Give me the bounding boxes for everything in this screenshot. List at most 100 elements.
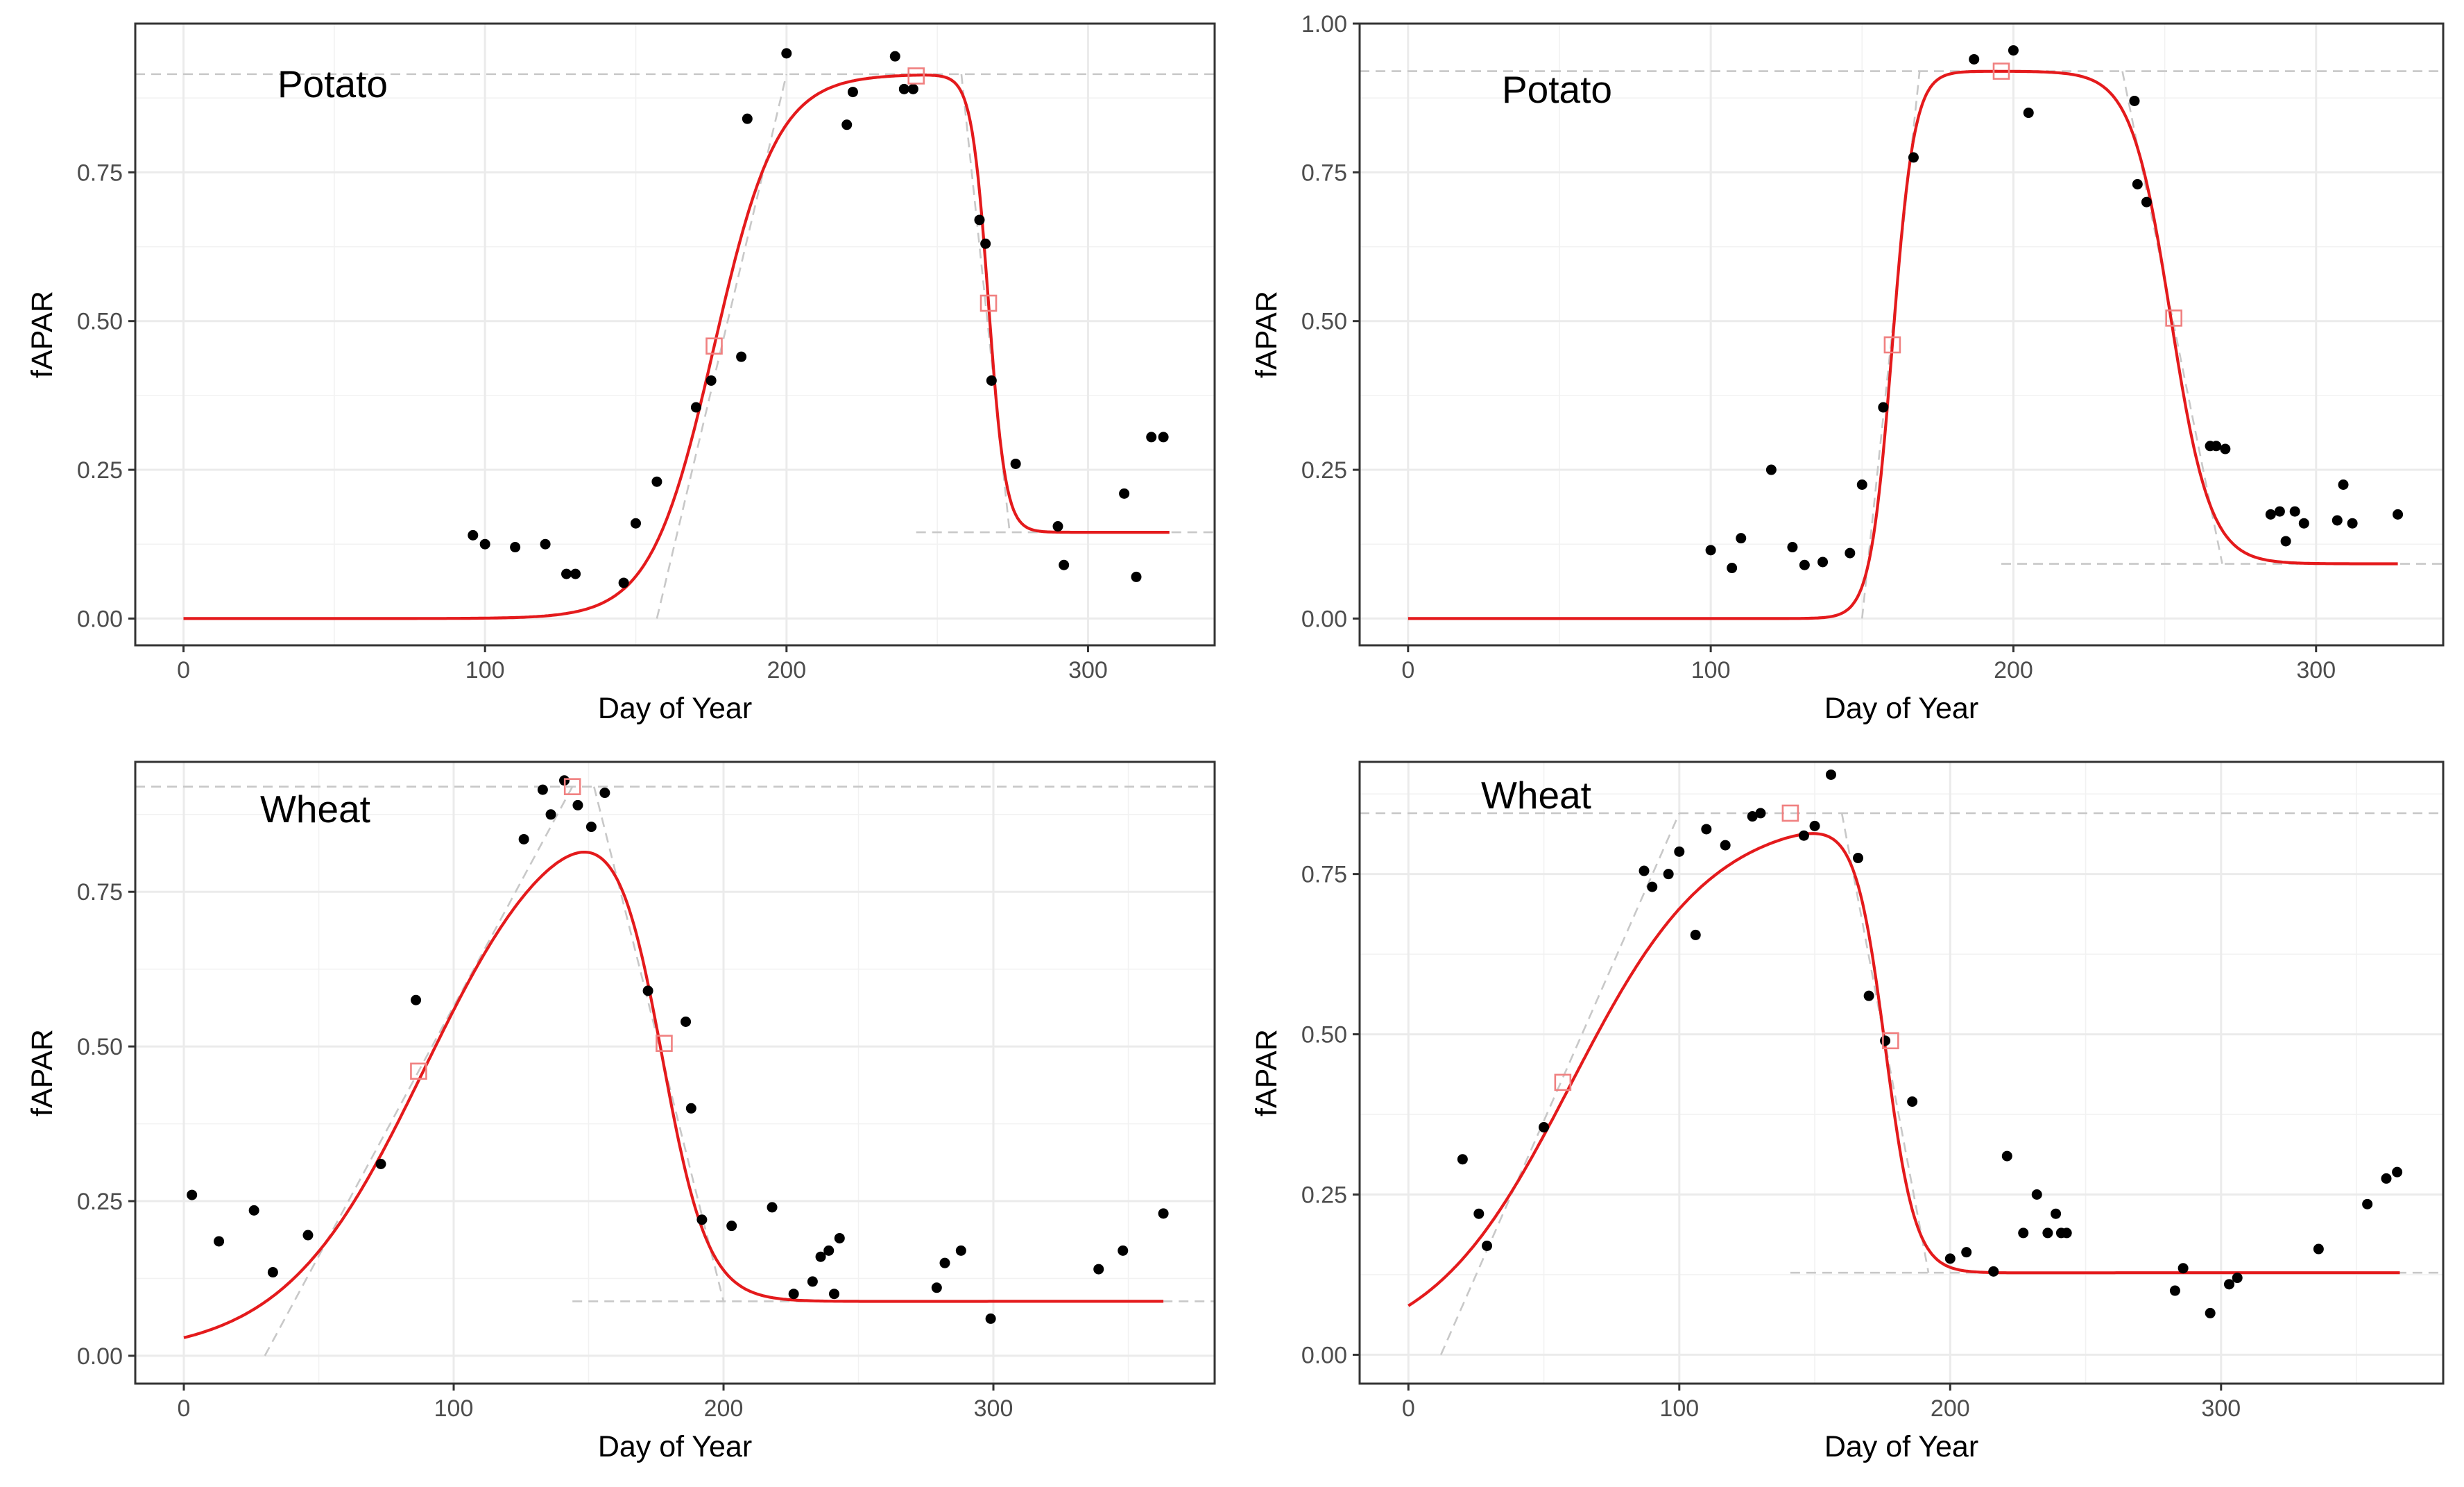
data-point bbox=[815, 1251, 826, 1262]
x-tick-label: 200 bbox=[704, 1395, 744, 1422]
data-point bbox=[1705, 545, 1716, 556]
data-point bbox=[2061, 1227, 2072, 1239]
y-tick-label: 0.25 bbox=[77, 1189, 123, 1215]
y-tick-label: 0.25 bbox=[77, 457, 123, 484]
phenology-marker bbox=[656, 1035, 673, 1052]
x-tick-label: 200 bbox=[767, 657, 806, 683]
data-point bbox=[847, 87, 858, 98]
data-point bbox=[788, 1289, 799, 1300]
data-point bbox=[1907, 1096, 1918, 1107]
data-point bbox=[2362, 1198, 2373, 1209]
panel-border bbox=[134, 22, 1216, 647]
data-point bbox=[1663, 869, 1674, 880]
data-point bbox=[2169, 1285, 2180, 1296]
data-point bbox=[1539, 1122, 1550, 1133]
y-tick-label: 0.75 bbox=[77, 160, 123, 186]
data-point bbox=[1988, 1266, 1999, 1277]
data-point bbox=[898, 83, 909, 94]
data-point bbox=[1747, 811, 1758, 822]
data-point bbox=[974, 214, 985, 226]
data-point bbox=[214, 1236, 225, 1247]
data-point bbox=[2220, 443, 2231, 454]
data-point bbox=[411, 994, 422, 1005]
data-point bbox=[681, 1016, 692, 1027]
y-tick-label: 0.25 bbox=[1301, 1182, 1347, 1209]
data-point bbox=[736, 351, 747, 362]
x-tick-label: 100 bbox=[434, 1395, 474, 1422]
data-point bbox=[2132, 179, 2143, 190]
y-tick-label: 0.75 bbox=[1301, 862, 1347, 888]
y-axis-title: fAPAR bbox=[1250, 291, 1283, 378]
panel-border bbox=[1358, 761, 2445, 1385]
data-point bbox=[690, 402, 701, 413]
data-point bbox=[807, 1276, 818, 1287]
data-point bbox=[2298, 518, 2309, 529]
x-tick-label: 0 bbox=[178, 1395, 191, 1422]
panel-border bbox=[134, 761, 1216, 1385]
phenology-marker bbox=[907, 67, 925, 85]
panel-title: Wheat bbox=[1481, 774, 1591, 817]
panel-border bbox=[1358, 22, 2445, 647]
data-point bbox=[1010, 458, 1021, 469]
phenology-marker bbox=[1992, 62, 2010, 80]
phenology-marker bbox=[410, 1062, 427, 1080]
data-point bbox=[1845, 547, 1856, 559]
guide-line bbox=[1860, 71, 1921, 619]
guide-line bbox=[593, 786, 725, 1302]
data-point bbox=[1674, 846, 1685, 857]
data-point bbox=[651, 476, 662, 487]
panel-title: Potato bbox=[1502, 68, 1612, 111]
phenology-marker bbox=[563, 778, 581, 795]
x-tick-label: 300 bbox=[2296, 657, 2336, 683]
data-point bbox=[1880, 1035, 1891, 1046]
data-point bbox=[2393, 509, 2404, 520]
phenology-markers bbox=[1554, 804, 1899, 1091]
y-tick-label: 0.00 bbox=[1301, 1342, 1347, 1368]
data-point bbox=[1639, 865, 1650, 876]
data-point bbox=[2051, 1208, 2062, 1219]
data-point bbox=[1944, 1253, 1956, 1264]
x-tick-label: 300 bbox=[2201, 1395, 2241, 1422]
phenology-marker bbox=[1554, 1073, 1572, 1091]
panel-title: Wheat bbox=[260, 788, 370, 831]
chart-panel-top-right: 0 100 200 300 0.00 0.25 0.50 0.75 1.00 Day of Yea… bbox=[1250, 11, 2445, 725]
data-point bbox=[2280, 536, 2291, 547]
y-tick-label: 0.75 bbox=[77, 879, 123, 906]
data-point bbox=[2129, 95, 2140, 106]
data-point bbox=[1863, 990, 1874, 1001]
data-point bbox=[1131, 571, 1142, 582]
data-point bbox=[696, 1214, 708, 1225]
data-point bbox=[2031, 1189, 2042, 1200]
data-points bbox=[468, 48, 1169, 588]
data-point bbox=[889, 51, 900, 62]
phenology-marker bbox=[2165, 309, 2182, 327]
data-point bbox=[2381, 1173, 2392, 1184]
data-point bbox=[2338, 479, 2349, 490]
data-point bbox=[2224, 1279, 2235, 1290]
data-point bbox=[931, 1282, 942, 1293]
y-tick-label: 0.00 bbox=[77, 606, 123, 632]
data-point bbox=[1690, 929, 1701, 940]
data-point bbox=[2332, 515, 2343, 526]
data-point bbox=[302, 1230, 314, 1241]
data-point bbox=[907, 83, 918, 94]
y-tick-label: 0.50 bbox=[77, 1034, 123, 1060]
data-point bbox=[375, 1159, 386, 1170]
y-axis-title: fAPAR bbox=[26, 291, 59, 378]
data-point bbox=[2313, 1243, 2324, 1255]
data-point bbox=[1482, 1240, 1493, 1251]
guide-line bbox=[1840, 813, 1930, 1273]
data-point bbox=[1961, 1247, 1972, 1258]
data-point bbox=[248, 1205, 259, 1216]
y-tick-label: 0.00 bbox=[77, 1343, 123, 1370]
data-point bbox=[2141, 196, 2152, 207]
data-point bbox=[1457, 1154, 1468, 1165]
y-tick-label: 0.50 bbox=[1301, 309, 1347, 335]
data-point bbox=[829, 1289, 840, 1300]
phenology-marker bbox=[1882, 1032, 1899, 1050]
data-point bbox=[630, 518, 641, 529]
data-point bbox=[767, 1202, 778, 1213]
data-point bbox=[572, 799, 583, 810]
x-axis-title: Day of Year bbox=[598, 692, 752, 725]
data-point bbox=[267, 1267, 278, 1278]
